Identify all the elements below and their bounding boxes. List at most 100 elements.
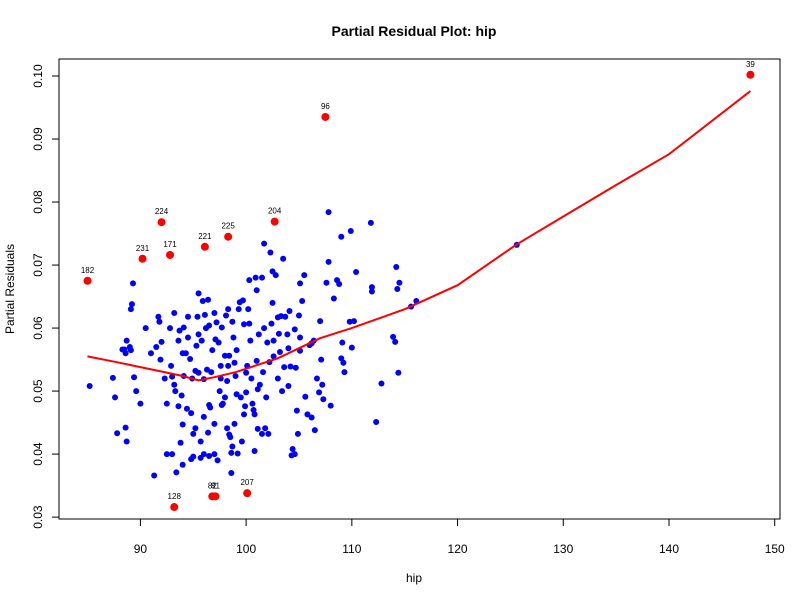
data-point <box>227 434 234 441</box>
data-point <box>231 359 238 366</box>
data-point <box>175 337 182 344</box>
data-point <box>263 394 270 401</box>
data-point <box>243 389 250 396</box>
point-label: 39 <box>746 60 755 69</box>
data-point <box>291 451 298 458</box>
data-point <box>122 350 129 357</box>
highlighted-point <box>138 254 147 263</box>
data-point <box>260 369 267 376</box>
data-point <box>256 381 263 388</box>
data-point <box>294 430 301 437</box>
point-label: 182 <box>81 266 95 275</box>
data-point <box>393 263 400 270</box>
data-point <box>238 438 245 445</box>
highlighted-point <box>200 242 209 251</box>
data-point <box>195 331 202 338</box>
data-point <box>285 383 292 390</box>
data-point <box>246 320 253 327</box>
data-point <box>190 453 197 460</box>
data-point <box>109 374 116 381</box>
x-tick-label: 90 <box>134 542 148 556</box>
data-point <box>127 347 134 354</box>
data-point <box>258 274 265 281</box>
data-point <box>396 279 403 286</box>
point-label: 171 <box>163 240 177 249</box>
data-point <box>197 438 204 445</box>
data-point <box>246 277 253 284</box>
data-point <box>291 326 298 333</box>
highlighted-point <box>746 70 755 79</box>
data-point <box>228 449 235 456</box>
data-point <box>184 334 191 341</box>
data-point <box>378 380 385 387</box>
data-point <box>153 343 160 350</box>
data-point <box>195 369 202 376</box>
data-point <box>217 362 224 369</box>
data-point <box>131 374 138 381</box>
data-point <box>316 389 323 396</box>
data-point <box>169 451 176 458</box>
data-point <box>287 363 294 370</box>
data-point <box>179 461 186 468</box>
data-point <box>268 320 275 327</box>
data-point <box>133 388 140 395</box>
data-point <box>237 394 244 401</box>
data-point <box>130 280 137 287</box>
data-point <box>216 388 223 395</box>
data-point <box>327 402 334 409</box>
data-point <box>311 427 318 434</box>
point-label: 225 <box>221 222 235 231</box>
y-tick-label: 0.07 <box>31 253 45 277</box>
highlighted-point <box>321 112 330 121</box>
data-point <box>242 403 249 410</box>
data-point <box>218 324 225 331</box>
data-point <box>194 313 201 320</box>
data-point <box>313 375 320 382</box>
data-point <box>163 400 170 407</box>
data-point <box>392 338 399 345</box>
data-point <box>253 287 260 294</box>
highlighted-point <box>83 276 92 285</box>
data-point <box>205 296 212 303</box>
data-point <box>177 439 184 446</box>
data-point <box>172 388 179 395</box>
data-point <box>284 331 291 338</box>
data-point <box>241 321 248 328</box>
data-point <box>279 388 286 395</box>
data-point <box>142 325 149 332</box>
data-point <box>208 369 215 376</box>
data-point <box>207 404 214 411</box>
data-point <box>390 333 397 340</box>
data-point <box>276 349 283 356</box>
data-point <box>155 313 162 320</box>
y-tick-label: 0.03 <box>31 505 45 529</box>
data-point <box>198 337 205 344</box>
data-point <box>274 375 281 382</box>
data-point <box>225 306 232 313</box>
data-point <box>224 425 231 432</box>
data-point <box>161 375 168 382</box>
data-point <box>280 255 287 262</box>
data-point <box>233 391 240 398</box>
data-point <box>289 446 296 453</box>
data-point <box>180 324 187 331</box>
data-point <box>318 356 325 363</box>
y-tick-label: 0.06 <box>31 316 45 340</box>
data-point <box>368 284 375 291</box>
x-tick-label: 120 <box>448 542 468 556</box>
data-point <box>319 381 326 388</box>
data-point <box>245 306 252 313</box>
x-tick-label: 150 <box>765 542 785 556</box>
data-point <box>229 443 236 450</box>
data-point <box>215 339 222 346</box>
data-point <box>122 424 129 431</box>
data-point <box>249 400 256 407</box>
data-point <box>340 359 347 366</box>
data-point <box>163 451 170 458</box>
data-point <box>229 318 236 325</box>
highlighted-point <box>166 250 175 259</box>
data-point <box>267 249 274 256</box>
data-point <box>193 342 200 349</box>
highlighted-point <box>270 217 279 226</box>
data-point <box>211 451 218 458</box>
